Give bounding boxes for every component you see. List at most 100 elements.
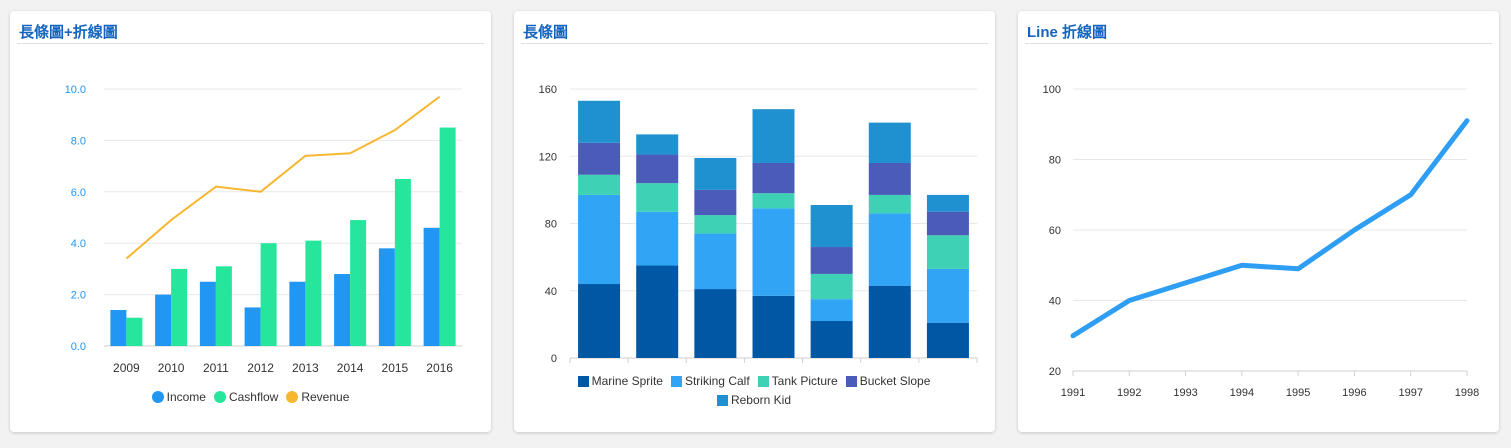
bar-segment-marine-sprite <box>810 321 853 358</box>
y-tick-label: 0 <box>551 353 557 365</box>
legend-revenue[interactable]: Revenue <box>286 390 349 404</box>
x-tick-label: 2010 <box>158 361 185 375</box>
bar-cashflow <box>394 178 411 346</box>
bar-segment-marine-sprite <box>868 285 911 358</box>
bar-segment-reborn-kid <box>868 122 911 163</box>
legend-marine-sprite-label: Marine Sprite <box>591 374 663 388</box>
bar-segment-striking-calf <box>578 194 621 285</box>
bar-segment-tank-picture <box>636 183 679 212</box>
x-tick-label: 2016 <box>426 361 453 375</box>
stacked-title-divider <box>521 43 988 44</box>
x-tick-label: 1993 <box>1173 387 1197 399</box>
y-tick-label: 80 <box>545 219 557 231</box>
bar-income <box>155 294 172 346</box>
stacked-chart: 0 40 80 120 160 <box>539 84 978 365</box>
legend-income-label: Income <box>166 390 206 404</box>
bar-segment-striking-calf <box>868 213 911 286</box>
bar-cashflow <box>350 220 367 346</box>
bar-income <box>423 227 440 346</box>
x-tick-label: 2013 <box>292 361 319 375</box>
bar-segment-bucket-slope <box>868 162 911 195</box>
legend-income[interactable]: Income <box>151 390 206 404</box>
stacked-chart-title: 長條圖 <box>523 24 569 41</box>
bar-cashflow <box>439 127 456 346</box>
bar-segment-marine-sprite <box>926 322 969 358</box>
y-tick-label: 20 <box>1049 366 1061 378</box>
legend-striking-calf[interactable]: Striking Calf <box>670 374 750 388</box>
y-tick-label: 8.0 <box>71 135 86 147</box>
line-revenue <box>125 95 441 260</box>
y-tick-label: 40 <box>1049 296 1061 308</box>
bar-income <box>289 281 306 346</box>
x-tick-label: 1992 <box>1117 387 1141 399</box>
y-tick-label: 100 <box>1043 84 1061 96</box>
bar-segment-bucket-slope <box>636 154 679 184</box>
legend-bucket-slope-marker <box>845 375 857 387</box>
x-tick-label: 2011 <box>203 361 229 375</box>
legend-tank-picture[interactable]: Tank Picture <box>757 374 838 388</box>
legend-marine-sprite[interactable]: Marine Sprite <box>577 374 663 388</box>
legend-bucket-slope[interactable]: Bucket Slope <box>845 374 930 388</box>
legend-cashflow-label: Cashflow <box>228 390 279 404</box>
y-tick-label: 40 <box>545 286 557 298</box>
bar-segment-bucket-slope <box>578 142 621 175</box>
legend-striking-calf-marker <box>670 375 682 387</box>
y-tick-label: 0.0 <box>71 341 86 353</box>
bar-segment-tank-picture <box>694 215 737 234</box>
legend-revenue-label: Revenue <box>301 390 350 404</box>
bar-cashflow <box>305 240 322 346</box>
legend-reborn-kid-marker <box>716 394 728 406</box>
bar-cashflow <box>260 243 277 346</box>
legend-marine-sprite-marker <box>577 375 589 387</box>
bar-segment-tank-picture <box>752 193 795 209</box>
y-tick-label: 60 <box>1049 225 1061 237</box>
combo-chart: 0.0 2.0 4.0 6.0 8.0 10.0 2009 2010 2011 2012 2013 2… <box>65 84 462 375</box>
bar-segment-marine-sprite <box>636 265 679 358</box>
bar-segment-striking-calf <box>810 299 853 322</box>
bar-income <box>334 274 351 346</box>
bar-segment-tank-picture <box>810 273 853 300</box>
x-tick-label: 2015 <box>382 361 409 375</box>
y-tick-label: 120 <box>539 151 557 163</box>
x-tick-label: 1994 <box>1230 387 1254 399</box>
line-chart: 20 40 60 80 100 1991 1992 1993 1994 1995 1996 1997 1… <box>1043 84 1480 399</box>
x-tick-label: 1991 <box>1061 387 1085 399</box>
x-tick-label: 1995 <box>1286 387 1310 399</box>
bar-segment-reborn-kid <box>926 194 969 212</box>
legend-revenue-marker <box>286 391 299 403</box>
bar-cashflow <box>126 317 143 346</box>
bar-segment-striking-calf <box>752 208 795 296</box>
bar-segment-reborn-kid <box>810 205 853 248</box>
legend-tank-picture-label: Tank Picture <box>771 374 838 388</box>
combo-chart-card: 長條圖+折線圖 0.0 2.0 4.0 6.0 8.0 10.0 2009 2010 2011 2… <box>10 11 491 432</box>
y-tick-label: 6.0 <box>71 187 86 199</box>
bar-segment-tank-picture <box>926 235 969 269</box>
bar-income <box>110 310 127 346</box>
legend-income-marker <box>151 391 164 403</box>
bar-segment-bucket-slope <box>694 189 737 216</box>
legend-tank-picture-marker <box>757 375 769 387</box>
stacked-legend: Marine Sprite Striking Calf Tank Picture Bu… <box>569 374 939 407</box>
x-tick-label: 2014 <box>337 361 364 375</box>
y-tick-label: 160 <box>539 84 557 96</box>
x-tick-label: 2012 <box>247 361 274 375</box>
combo-title-divider <box>17 43 484 44</box>
bar-segment-bucket-slope <box>810 247 853 274</box>
legend-cashflow[interactable]: Cashflow <box>213 390 279 404</box>
bar-segment-tank-picture <box>578 174 621 195</box>
legend-cashflow-marker <box>213 391 226 403</box>
bar-income <box>244 307 261 346</box>
bar-segment-striking-calf <box>926 268 969 323</box>
legend-reborn-kid[interactable]: Reborn Kid <box>716 393 792 407</box>
bar-segment-marine-sprite <box>694 289 737 358</box>
combo-legend: Income Cashflow Revenue <box>30 390 471 404</box>
x-tick-label: 1998 <box>1455 387 1479 399</box>
legend-reborn-kid-label: Reborn Kid <box>730 393 792 407</box>
y-tick-label: 10.0 <box>65 84 86 96</box>
x-tick-label: 1996 <box>1342 387 1366 399</box>
y-tick-label: 80 <box>1049 155 1061 167</box>
line-chart-card: Line 折線圖 20 40 60 80 100 1991 1992 1993 1994 1995… <box>1018 11 1499 432</box>
series-line <box>1070 118 1470 339</box>
x-tick-label: 2009 <box>113 361 140 375</box>
bar-cashflow <box>215 266 232 346</box>
